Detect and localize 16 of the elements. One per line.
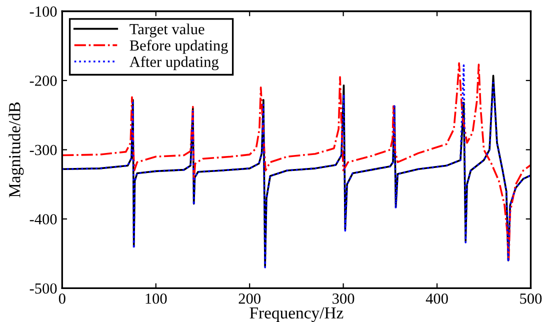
y-tick-label: -400 bbox=[30, 214, 57, 224]
x-tick-label: 0 bbox=[58, 293, 66, 304]
legend-label: Before updating bbox=[130, 40, 228, 54]
x-tick-label: 400 bbox=[426, 293, 448, 304]
y-tick-label: -100 bbox=[30, 6, 57, 17]
y-tick-label: -300 bbox=[30, 144, 57, 156]
legend-label: Target value bbox=[130, 24, 204, 38]
y-tick-label: -200 bbox=[30, 76, 57, 86]
x-tick-label: 500 bbox=[520, 293, 542, 304]
legend-label: After updating bbox=[130, 56, 219, 70]
y-tick-label: -500 bbox=[30, 283, 57, 294]
x-tick-label: 300 bbox=[332, 293, 354, 304]
x-tick-label: 100 bbox=[146, 293, 167, 304]
x-tick-label: 200 bbox=[238, 293, 260, 304]
y-axis-title: Magnitude/dB bbox=[8, 102, 24, 198]
x-axis-title: Frequency/Hz bbox=[250, 307, 344, 322]
